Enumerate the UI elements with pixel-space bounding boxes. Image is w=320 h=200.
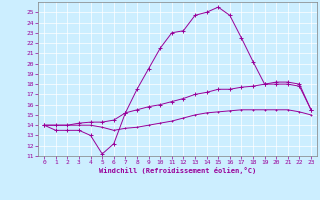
X-axis label: Windchill (Refroidissement éolien,°C): Windchill (Refroidissement éolien,°C) bbox=[99, 167, 256, 174]
